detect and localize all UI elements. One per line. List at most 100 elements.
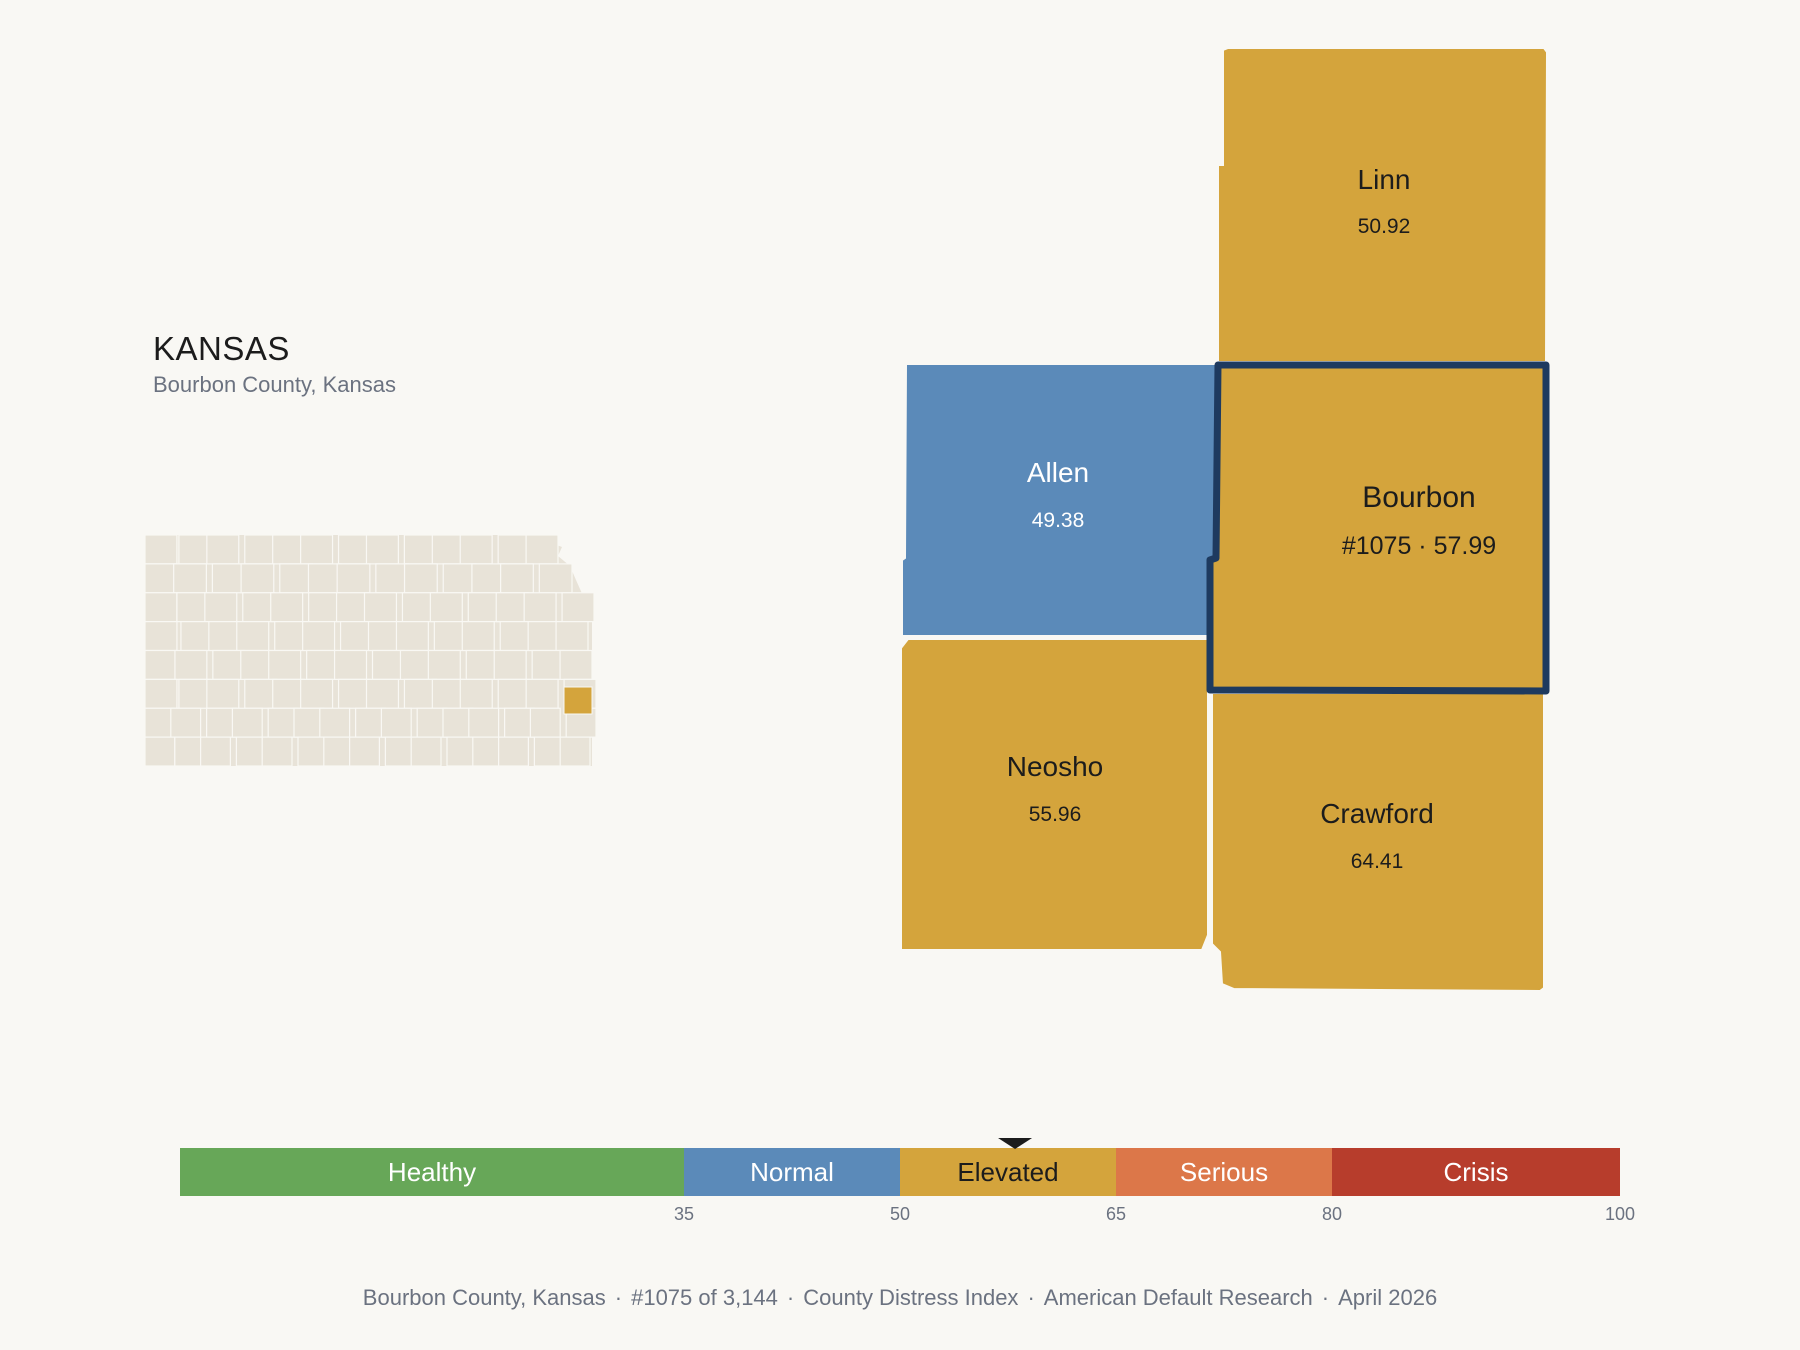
locator-county-cell [442, 707, 474, 738]
state-title: KANSAS [153, 330, 290, 367]
locator-county-cell [339, 621, 374, 652]
scale-ticks: 35 50 65 80 100 [674, 1204, 1635, 1224]
county-crawford-name: Crawford [1320, 798, 1434, 829]
locator-county-cell [355, 707, 387, 738]
scale-band-elevated [900, 1148, 1116, 1196]
county-allen-name: Allen [1027, 457, 1089, 488]
locator-county-cell [555, 621, 589, 652]
scale-tick-35: 35 [674, 1204, 694, 1224]
locator-county-cell [144, 678, 178, 709]
locator-county-cell [174, 736, 206, 767]
locator-county-cell [363, 592, 398, 623]
scale-bands: Healthy Normal Elevated Serious Crisis [180, 1148, 1620, 1196]
scale-tick-80: 80 [1322, 1204, 1342, 1224]
locator-county-cell [465, 649, 499, 680]
footer-publisher: American Default Research [1043, 1285, 1313, 1310]
locator-county-cell [495, 592, 529, 623]
locator-county-cell [300, 678, 334, 709]
locator-county-cell [333, 649, 368, 680]
locator-county-cell [261, 736, 293, 767]
locator-county-cell [416, 707, 448, 738]
scale-band-label-normal: Normal [750, 1157, 834, 1187]
locator-county-cell [431, 534, 465, 565]
county-linn-name: Linn [1358, 164, 1411, 195]
county-linn-value: 50.92 [1358, 215, 1411, 238]
locator-county-cell [170, 707, 202, 738]
locator-county-cell [206, 534, 240, 565]
county-neosho-value: 55.96 [1029, 803, 1082, 826]
locator-county-cell [533, 736, 565, 767]
locator-county-cell [279, 563, 314, 594]
locator-county-cell [429, 592, 463, 623]
locator-county-cell [403, 678, 437, 709]
locator-bourbon-highlight [563, 686, 593, 715]
locator-county-cell [293, 707, 325, 738]
locator-county-cell [236, 621, 270, 652]
locator-county-cell [371, 649, 406, 680]
county-crawford-shape[interactable] [1211, 692, 1545, 993]
locator-county-cell [235, 736, 267, 767]
scale-band-healthy [180, 1148, 684, 1196]
locator-county-cell [204, 592, 238, 623]
locator-county-cell [375, 563, 410, 594]
locator-county-cell [349, 736, 381, 767]
locator-county-cell [178, 678, 212, 709]
county-linn[interactable]: Linn 50.92 [1217, 47, 1549, 363]
locator-county-cell [538, 563, 573, 594]
locator-county-cell [144, 621, 178, 652]
county-subtitle: Bourbon County, Kansas [153, 372, 396, 397]
footer: Bourbon County, Kansas · #1075 of 3,144 · Co… [362, 1285, 1438, 1310]
locator-county-cell [335, 592, 370, 623]
locator-county-cell [206, 678, 240, 709]
scale-tick-100: 100 [1605, 1204, 1635, 1224]
locator-county-cell [431, 678, 465, 709]
county-crawford-value: 64.41 [1351, 850, 1404, 873]
locator-county-cell [302, 621, 336, 652]
scale-band-normal [684, 1148, 900, 1196]
locator-county-cell [176, 592, 210, 623]
locator-county-cell [365, 534, 399, 565]
locator-county-cell [240, 563, 275, 594]
locator-county-cell [174, 649, 208, 680]
locator-county-cell [459, 534, 493, 565]
locator-county-cell [427, 649, 461, 680]
county-bourbon-name: Bourbon [1362, 481, 1475, 514]
locator-county-cell [144, 534, 178, 565]
locator-county-cell [527, 621, 561, 652]
scale-tick-65: 65 [1106, 1204, 1126, 1224]
locator-county-cell [200, 736, 232, 767]
locator-county-cell [384, 736, 416, 767]
county-bourbon-shape[interactable] [1206, 361, 1550, 695]
locator-county-cell [144, 592, 178, 623]
locator-county-cell [272, 534, 306, 565]
locator-county-cell [559, 649, 593, 680]
scale-band-label-healthy: Healthy [388, 1157, 476, 1187]
scale-band-serious [1116, 1148, 1332, 1196]
locator-county-cell [240, 649, 274, 680]
locator-county-cell [499, 621, 533, 652]
locator-county-cell [144, 707, 176, 738]
locator-county-cell [178, 534, 212, 565]
county-bourbon[interactable]: Bourbon #1075 · 57.99 [1206, 361, 1550, 695]
scale-tick-50: 50 [890, 1204, 910, 1224]
locator-county-cell [446, 736, 478, 767]
locator-county-cell [231, 707, 263, 738]
scale-position-marker [998, 1138, 1033, 1149]
locator-county-cell [498, 736, 530, 767]
locator-county-cell [410, 736, 442, 767]
footer-date: April 2026 [1338, 1285, 1438, 1310]
locator-county-cell [268, 649, 302, 680]
county-allen-value: 49.38 [1032, 509, 1085, 532]
locator-county-cell [323, 736, 355, 767]
locator-county-grid [144, 534, 597, 767]
footer-index-name: County Distress Index [803, 1285, 1019, 1310]
locator-county-cell [529, 707, 561, 738]
scale-band-label-crisis: Crisis [1444, 1157, 1509, 1187]
county-allen[interactable]: Allen 49.38 [901, 363, 1218, 637]
footer-rank: #1075 of 3,144 [631, 1285, 778, 1310]
county-crawford[interactable]: Crawford 64.41 [1211, 692, 1545, 993]
scale-band-label-serious: Serious [1180, 1157, 1268, 1187]
locator-county-cell [380, 707, 412, 738]
